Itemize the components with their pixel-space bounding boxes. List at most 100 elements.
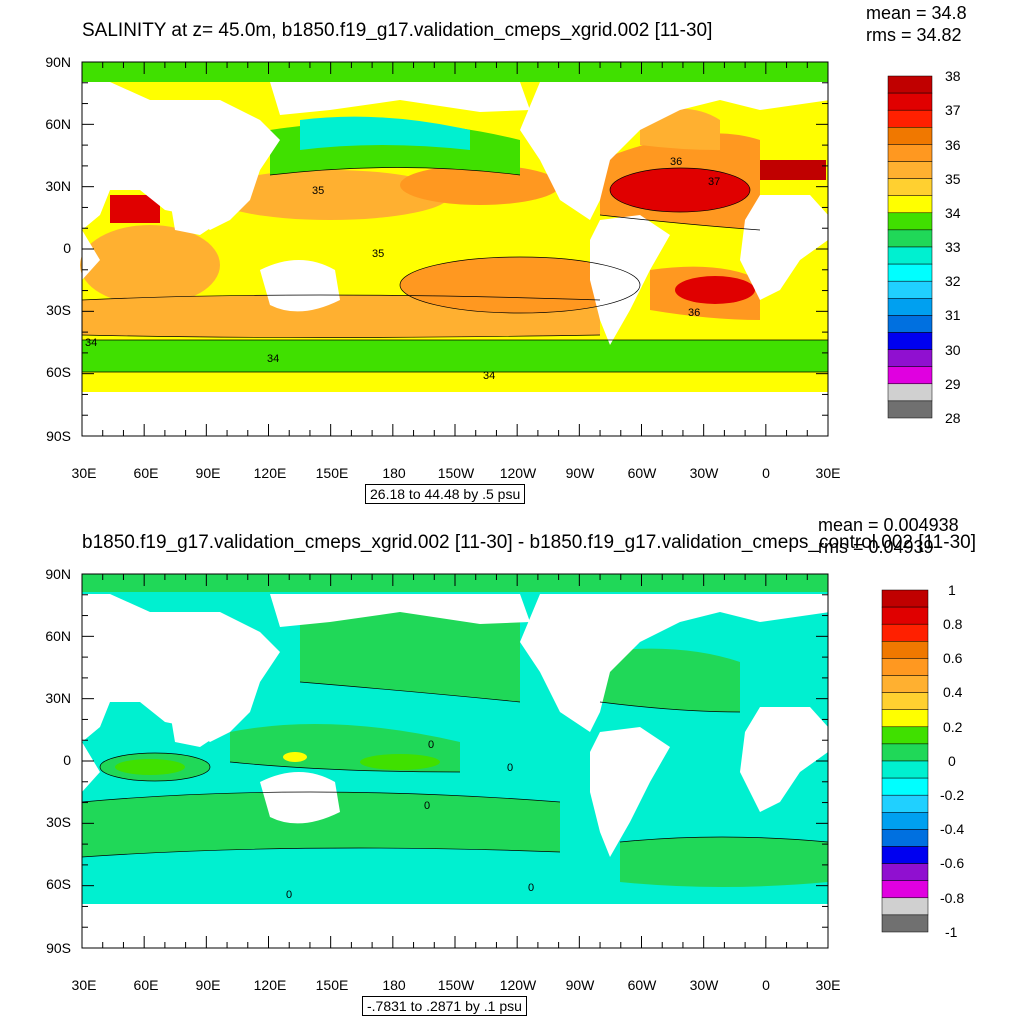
contour-label: 0 (286, 889, 292, 901)
colorbar-label: -0.8 (940, 890, 964, 906)
eurasia-africa-west (82, 594, 280, 742)
lon-label: 180 (382, 465, 406, 481)
lon-label: 90E (196, 977, 221, 993)
lon-label: 90W (566, 977, 596, 993)
colorbar-swatch (881, 589, 929, 608)
eurasia-africa-west (82, 82, 280, 230)
north-atlantic-max (610, 168, 750, 212)
contour-label: 35 (312, 185, 324, 197)
antarctic-band (82, 372, 828, 392)
lat-label: 30S (46, 814, 71, 830)
colorbar-swatch (881, 692, 929, 710)
colorbar-swatch (881, 880, 929, 899)
lat-label: 0 (63, 752, 71, 768)
lon-label: 60W (628, 465, 658, 481)
lat-label: 60N (45, 116, 71, 132)
contour-label: 0 (507, 762, 513, 774)
lon-label: 0 (762, 977, 770, 993)
map-title: b1850.f19_g17.validation_cmeps_xgrid.002… (82, 532, 976, 553)
colorbar-swatch (881, 675, 929, 693)
south-atlantic-max (675, 276, 755, 304)
difference-map-panel: b1850.f19_g17.validation_cmeps_xgrid.002… (0, 512, 1024, 1024)
lat-label: 90S (46, 428, 71, 444)
south-pacific-max (400, 257, 640, 313)
lat-label: 90S (46, 940, 71, 956)
mean-value: mean = 0.004938 (818, 515, 959, 535)
lat-label: 30N (45, 178, 71, 194)
salinity-map: 36 37 35 35 36 34 34 34 90N 60N 30N 0 30… (45, 54, 961, 481)
lon-axis: 30E 60E 90E 120E 150E 180 150W 120W 90W … (72, 465, 841, 481)
colorbar-swatch (887, 178, 933, 196)
lon-label: 90E (196, 465, 221, 481)
range-info-box: -.7831 to .2871 by .1 psu (362, 996, 527, 1016)
lon-label: 150W (438, 465, 475, 481)
lon-label: 30E (72, 465, 97, 481)
colorbar-label: -1 (945, 924, 958, 940)
contour-lines (81, 681, 829, 858)
africa-east-coast (82, 230, 100, 280)
colorbar-swatch (881, 641, 929, 659)
strong-positive-regions (115, 754, 440, 775)
lon-label: 30W (690, 977, 720, 993)
siberia-coast (270, 82, 530, 115)
colorbar-swatch (887, 280, 933, 299)
colorbar-swatch (887, 400, 933, 419)
north-america (520, 594, 830, 732)
colorbar-label: 30 (945, 342, 961, 358)
colorbar-label: 28 (945, 410, 961, 426)
colorbar-label: 29 (945, 376, 961, 392)
southern-ocean-anomaly (82, 792, 560, 857)
colorbar-label: 0.4 (943, 684, 963, 700)
lat-axis: 90N 60N 30N 0 30S 60S 90S (45, 54, 71, 444)
colorbar: 38 37 36 35 34 33 32 31 30 29 28 (887, 68, 961, 426)
maritime-continent-max (283, 752, 307, 762)
lon-axis: 30E 60E 90E 120E 150E 180 150W 120W 90W … (72, 977, 841, 993)
colorbar-swatch (887, 92, 933, 111)
colorbar-swatch (881, 606, 929, 625)
indian-ocean-strong (115, 759, 185, 775)
contour-labels: 36 37 35 35 36 34 34 34 (85, 156, 720, 382)
colorbar-swatch (887, 246, 933, 265)
lon-label: 120W (500, 977, 537, 993)
colorbar-swatch (881, 709, 929, 728)
lat-label: 30N (45, 690, 71, 706)
north-pacific-anomaly (300, 608, 520, 702)
contour-labels: 0 0 0 0 0 (286, 739, 534, 901)
contour-label: 37 (708, 176, 720, 188)
contour-lines (81, 167, 828, 373)
arabian-sea (110, 195, 160, 223)
contour-label: 36 (670, 156, 682, 168)
map-title: SALINITY at z= 45.0m, b1850.f19_g17.vali… (82, 20, 713, 41)
tick-marks (81, 573, 829, 949)
lon-label: 30E (72, 977, 97, 993)
north-pacific-freshest (300, 116, 470, 150)
salinity-map-panel: SALINITY at z= 45.0m, b1850.f19_g17.vali… (45, 3, 967, 504)
colorbar-label: -0.6 (940, 855, 964, 871)
lon-label: 150W (438, 977, 475, 993)
contour-label: 34 (85, 337, 97, 349)
land-masses (82, 594, 830, 948)
colorbar-label: 35 (945, 171, 961, 187)
contour-label: 34 (267, 353, 279, 365)
colorbar-swatch (887, 127, 933, 145)
lat-label: 30S (46, 302, 71, 318)
lat-label: 60S (46, 364, 71, 380)
colorbar-swatch (881, 846, 929, 864)
colorbar-swatch (887, 109, 933, 128)
colorbar-label: 0.8 (943, 616, 963, 632)
colorbar-swatch (887, 229, 933, 248)
colorbar-swatch (881, 658, 929, 676)
colorbar-swatch (887, 75, 933, 94)
colorbar-label: 31 (945, 307, 961, 323)
colorbar-swatch (881, 914, 929, 933)
colorbar-swatch (881, 863, 929, 881)
siberia-coast (270, 594, 530, 627)
colorbar-label: 32 (945, 273, 961, 289)
colorbar-label: 37 (945, 102, 961, 118)
south-america (590, 215, 670, 345)
colorbar-label: 38 (945, 68, 961, 84)
lat-axis: 90N 60N 30N 0 30S 60S 90S (45, 566, 71, 956)
colorbar-label: 34 (945, 205, 961, 221)
north-atlantic-anomaly (600, 648, 740, 712)
south-atlantic-anomaly (620, 837, 828, 887)
